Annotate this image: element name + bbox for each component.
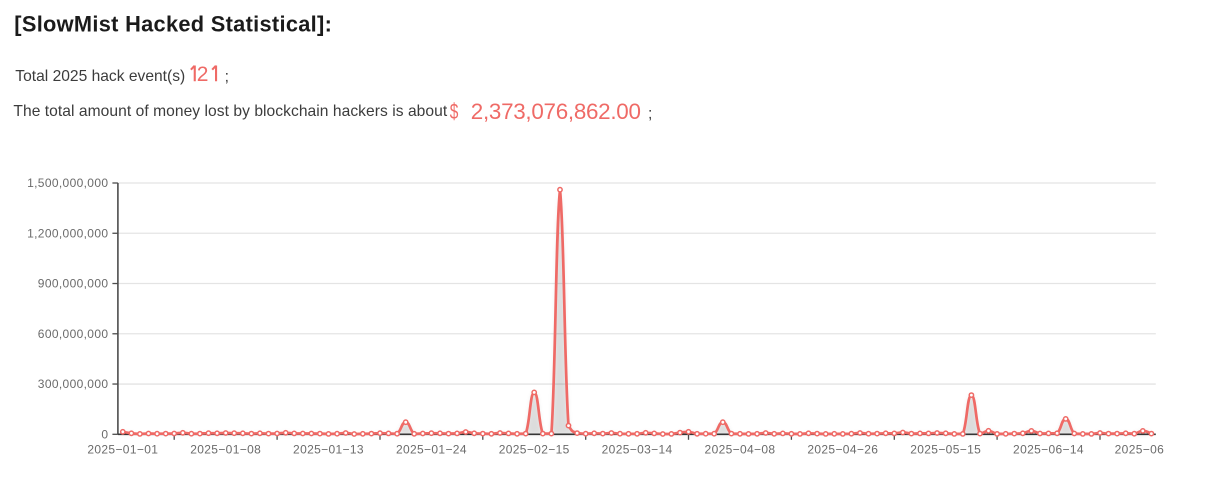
svg-text:600,000,000: 600,000,000 <box>38 327 109 341</box>
svg-text:$: $ <box>450 99 459 124</box>
svg-text:;: ; <box>648 106 652 123</box>
svg-text:2025−01−24: 2025−01−24 <box>396 442 467 456</box>
svg-text:The total amount of money lost: The total amount of money lost by blockc… <box>13 103 447 120</box>
svg-text:2025−03−14: 2025−03−14 <box>602 442 673 456</box>
svg-text:Total 2025 hack event(s): Total 2025 hack event(s) <box>15 68 185 85</box>
svg-text:2025−06: 2025−06 <box>1115 442 1165 456</box>
svg-text:2025−04−08: 2025−04−08 <box>705 442 776 456</box>
svg-text:900,000,000: 900,000,000 <box>38 277 109 291</box>
svg-text:2025−04−26: 2025−04−26 <box>807 442 878 456</box>
svg-text:2,373,076,862.00: 2,373,076,862.00 <box>471 99 641 124</box>
svg-text:2025−01−13: 2025−01−13 <box>293 442 364 456</box>
svg-text:2025−01−08: 2025−01−08 <box>190 442 261 456</box>
svg-text:2025−05−15: 2025−05−15 <box>910 442 981 456</box>
svg-text:2025−02−15: 2025−02−15 <box>499 442 570 456</box>
svg-text:0: 0 <box>101 428 108 442</box>
svg-text:2025−06−14: 2025−06−14 <box>1013 442 1084 456</box>
svg-text:1,500,000,000: 1,500,000,000 <box>27 176 108 190</box>
svg-text:;: ; <box>225 69 229 86</box>
svg-text:2025−01−01: 2025−01−01 <box>87 442 158 456</box>
svg-text:[SlowMist Hacked Statistical]:: [SlowMist Hacked Statistical]: <box>14 11 332 36</box>
svg-text:300,000,000: 300,000,000 <box>38 377 109 391</box>
svg-text:1,200,000,000: 1,200,000,000 <box>27 226 108 240</box>
svg-text:2: 2 <box>197 63 209 86</box>
